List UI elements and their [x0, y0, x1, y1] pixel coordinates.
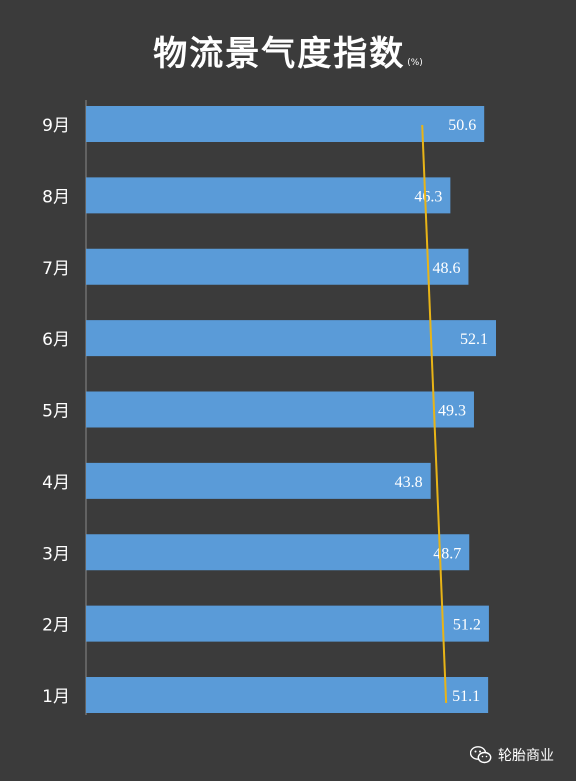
bar-6月: [86, 320, 496, 357]
y-tick-label-8月: 8月: [42, 187, 70, 207]
watermark-text: 轮胎商业: [498, 748, 554, 764]
chart-title-unit: (%): [407, 58, 423, 68]
y-tick-label-6月: 6月: [42, 330, 70, 350]
y-tick-label-3月: 3月: [42, 544, 70, 564]
bar-9月: [86, 106, 485, 142]
chart-title: 物流景气度指数 (%): [153, 34, 423, 74]
bar-8月: [86, 177, 451, 214]
bar-2月: [86, 605, 489, 642]
bar-3月: [86, 534, 470, 571]
watermark: 轮胎商业: [470, 745, 554, 765]
y-tick-label-9月: 9月: [42, 116, 70, 136]
data-label-8月: 46.3: [414, 188, 442, 205]
y-tick-label-1月: 1月: [42, 687, 70, 707]
bar-7月: [86, 248, 469, 285]
y-tick-label-4月: 4月: [42, 473, 70, 493]
wechat-icon: [470, 746, 492, 764]
data-label-9月: 50.6: [448, 117, 476, 134]
data-label-4月: 43.8: [395, 474, 423, 491]
data-label-5月: 49.3: [438, 403, 466, 420]
data-label-3月: 48.7: [433, 545, 461, 562]
bar-1月: [86, 677, 489, 713]
trend-line: [421, 124, 448, 704]
data-label-6月: 52.1: [460, 331, 488, 348]
bar-5月: [86, 391, 474, 428]
y-tick-label-2月: 2月: [42, 616, 70, 636]
y-tick-label-5月: 5月: [42, 402, 70, 422]
data-label-2月: 51.2: [453, 617, 481, 634]
y-tick-label-7月: 7月: [42, 259, 70, 279]
data-label-1月: 51.1: [452, 688, 480, 705]
data-label-7月: 48.6: [432, 260, 460, 277]
bar-4月: [86, 462, 431, 499]
